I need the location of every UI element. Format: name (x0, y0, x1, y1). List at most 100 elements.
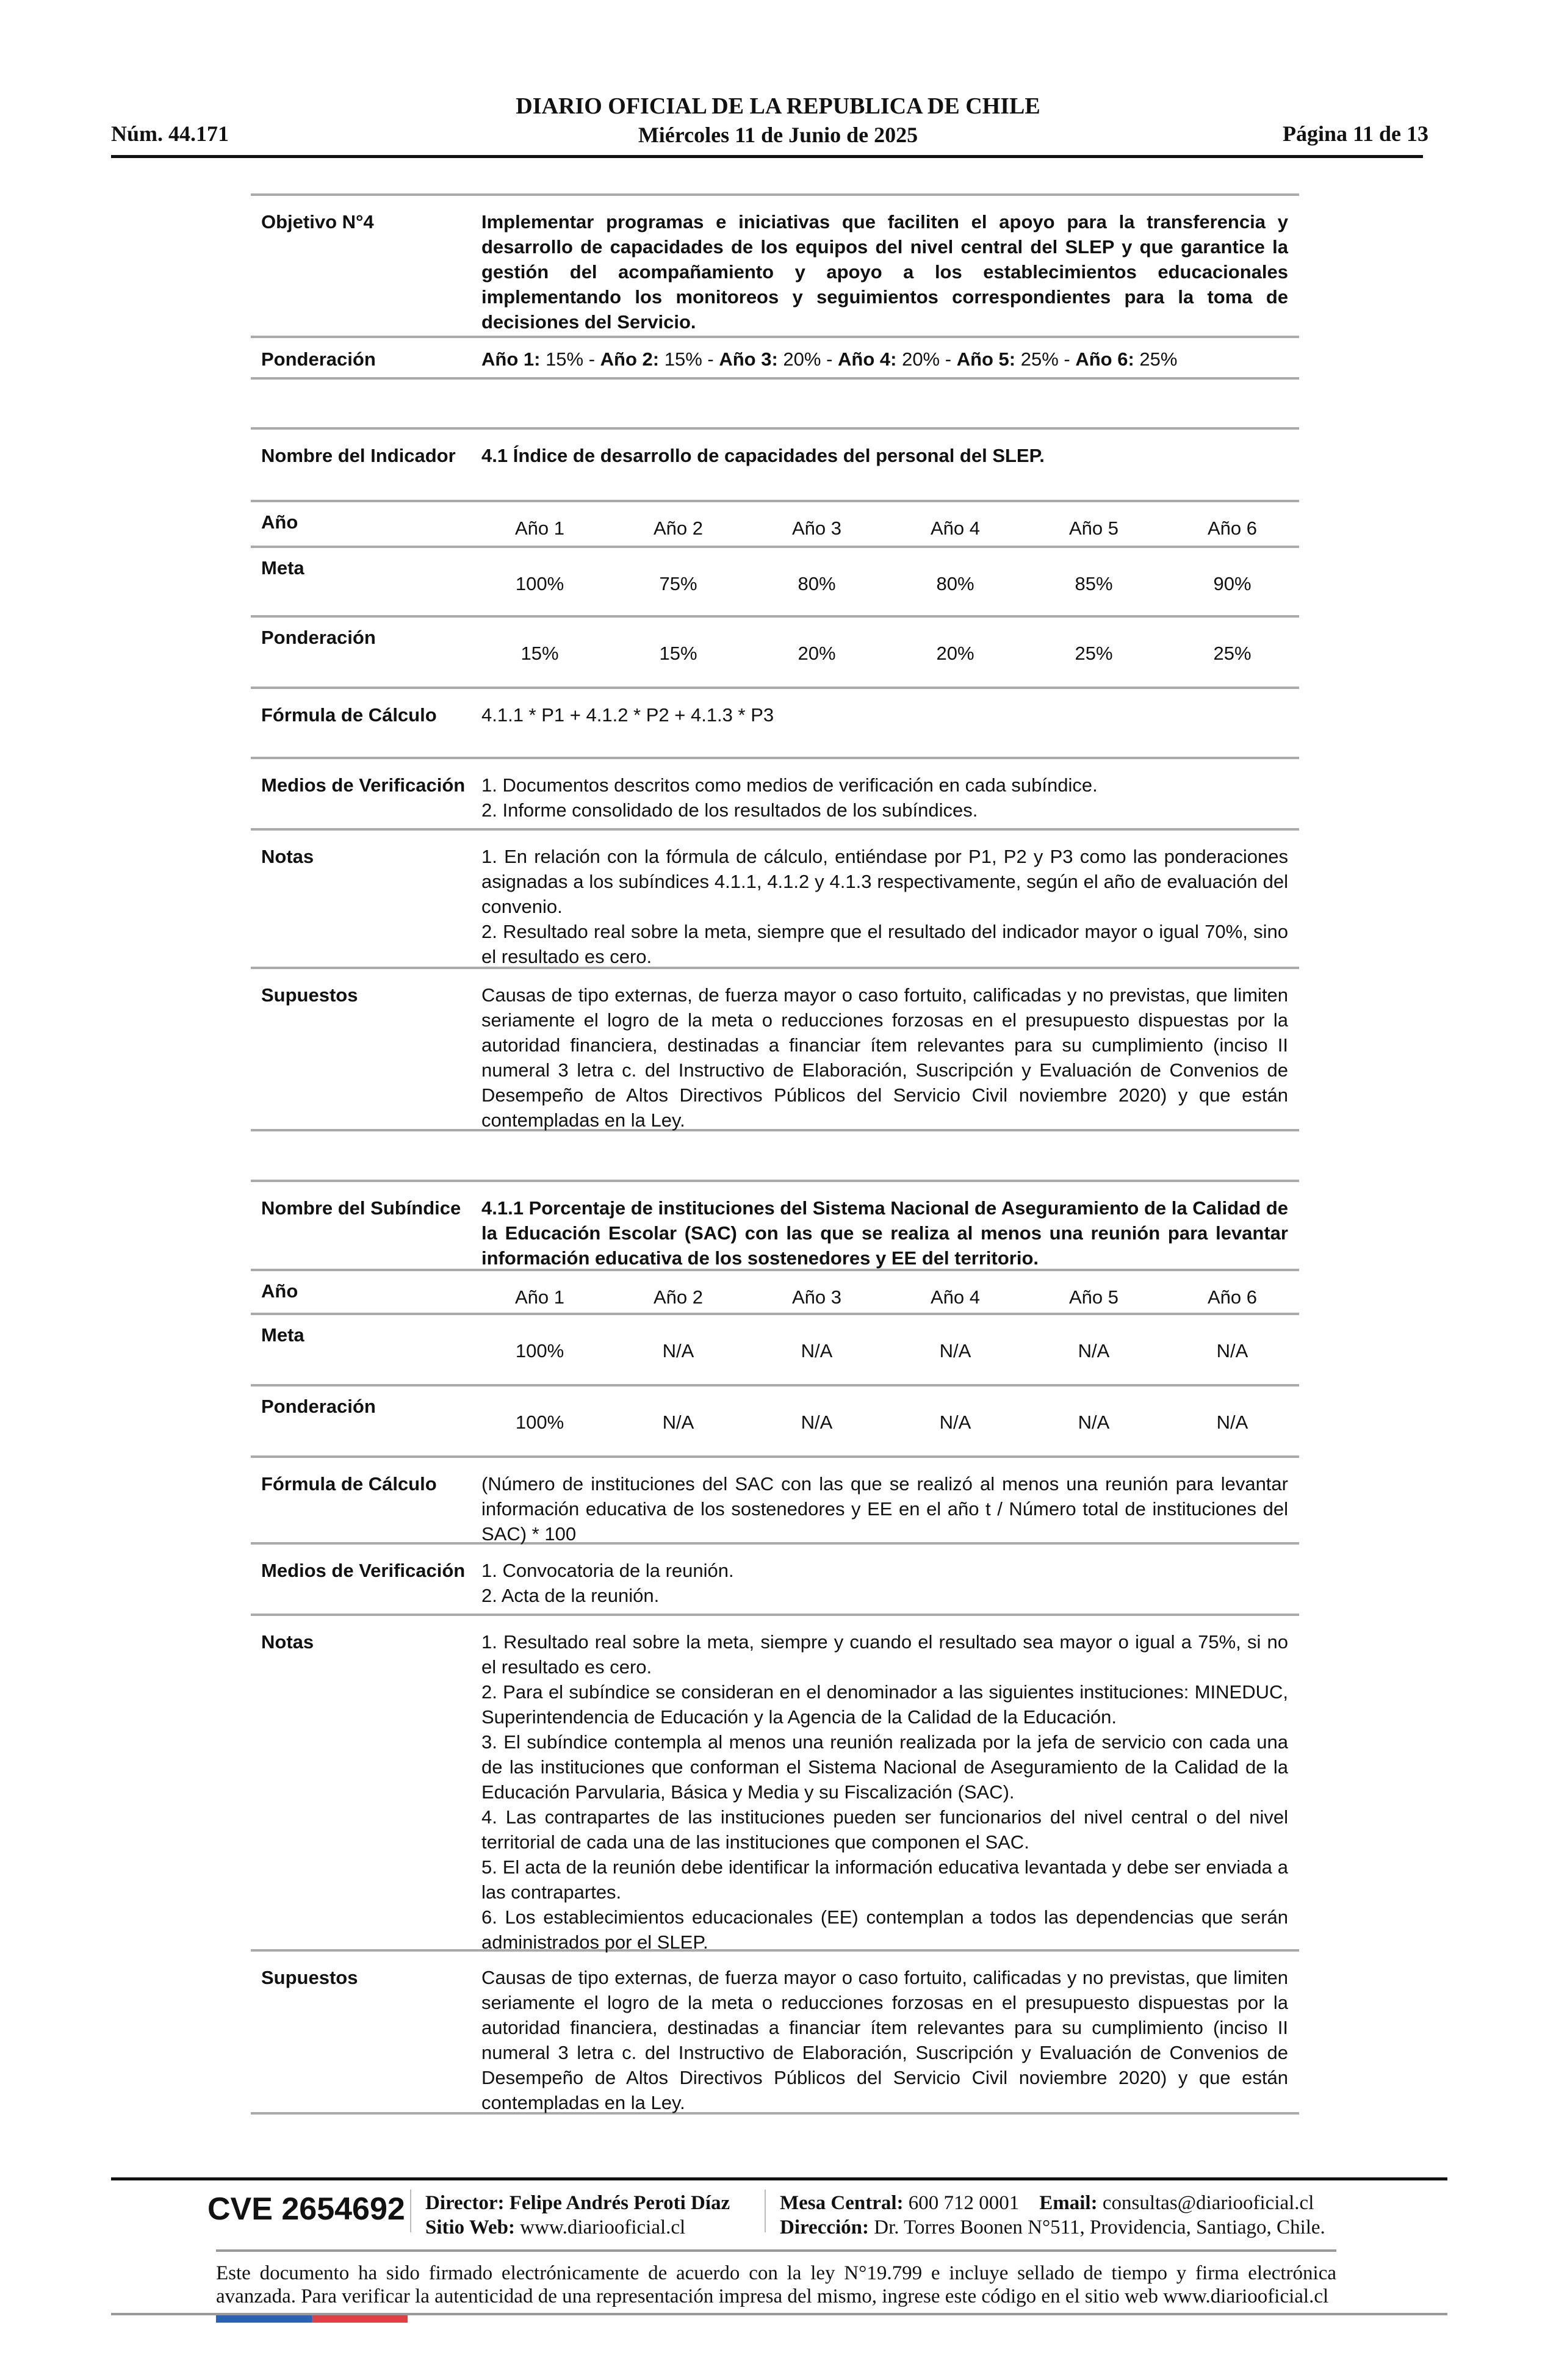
footer-divider (765, 2190, 766, 2232)
meta-cell: N/A (939, 1340, 971, 1361)
weight-year: Año 4: (838, 348, 897, 370)
subindex-meta-row: Meta 100% N/A N/A N/A N/A N/A (251, 1315, 1299, 1387)
weight-cell: N/A (939, 1412, 971, 1433)
year-label: Año (261, 1280, 298, 1302)
note-item: 4. Las contrapartes de las instituciones… (481, 1806, 1288, 1853)
indicator-verification-row: Medios de Verificación 1. Documentos des… (251, 759, 1299, 831)
weight-cell: 100% (515, 1412, 564, 1433)
objective-table: Objetivo N°4 Implementar programas e ini… (251, 193, 1299, 380)
year-cell: Año 5 (1068, 1286, 1118, 1308)
weight-cell: N/A (1216, 1412, 1248, 1433)
assumptions-label: Supuestos (261, 984, 358, 1006)
meta-cell: 85% (1075, 573, 1113, 594)
weight-cell: 25% (1213, 643, 1252, 664)
year-cell: Año 3 (791, 517, 841, 539)
indicator-formula-row: Fórmula de Cálculo 4.1.1 * P1 + 4.1.2 * … (251, 689, 1299, 759)
year-label: Año (261, 511, 298, 533)
assumptions: Causas de tipo externas, de fuerza mayor… (481, 984, 1288, 1131)
meta-values: 100% N/A N/A N/A N/A N/A (470, 1338, 1299, 1363)
footer-divider (410, 2190, 411, 2232)
formula-label: Fórmula de Cálculo (261, 1473, 437, 1495)
header-rule (111, 155, 1423, 158)
meta-cell: 100% (515, 1340, 564, 1361)
page-number: Página 11 de 13 (1282, 121, 1428, 146)
note-item: 5. El acta de la reunión debe identifica… (481, 1856, 1288, 1903)
year-cell: Año 3 (791, 1286, 841, 1308)
newspaper-title: DIARIO OFICIAL DE LA REPUBLICA DE CHILE (516, 93, 1040, 119)
year-cell: Año 4 (930, 1286, 980, 1308)
meta-cell: 80% (798, 573, 836, 594)
meta-values: 100% 75% 80% 80% 85% 90% (470, 571, 1299, 596)
meta-label: Meta (261, 1324, 304, 1346)
indicator-meta-row: Meta 100% 75% 80% 80% 85% 90% (251, 548, 1299, 618)
separator: - (1058, 348, 1076, 370)
assumptions: Causas de tipo externas, de fuerza mayor… (481, 1967, 1288, 2113)
subindex-weight-row: Ponderación 100% N/A N/A N/A N/A N/A (251, 1387, 1299, 1458)
note-item: 2. Resultado real sobre la meta, siempre… (481, 921, 1288, 967)
verification-item: 1. Documentos descritos como medios de v… (481, 774, 1098, 796)
notes-label: Notas (261, 846, 314, 867)
weight-year: Año 1: (481, 348, 541, 370)
meta-cell: 100% (515, 573, 564, 594)
separator: - (702, 348, 719, 370)
indicator-notes-row: Notas 1. En relación con la fórmula de c… (251, 831, 1299, 969)
subindex-notes-row: Notas 1. Resultado real sobre la meta, s… (251, 1616, 1299, 1953)
verification: 1. Documentos descritos como medios de v… (481, 773, 1288, 823)
weight-cell: N/A (662, 1412, 694, 1433)
flag-stripe-blue (216, 2315, 312, 2323)
year-values: Año 1 Año 2 Año 3 Año 4 Año 5 Año 6 (470, 516, 1299, 541)
indicator-year-row: Año Año 1 Año 2 Año 3 Año 4 Año 5 Año 6 (251, 502, 1299, 548)
note-item: 2. Para el subíndice se consideran en el… (481, 1681, 1288, 1728)
year-cell: Año 1 (514, 1286, 564, 1308)
email-label: Email: (1039, 2192, 1098, 2214)
weight-value: 15% (664, 348, 702, 370)
verification-item: 2. Acta de la reunión. (481, 1585, 660, 1606)
indicator-name: 4.1 Índice de desarrollo de capacidades … (481, 445, 1045, 466)
meta-cell: N/A (801, 1340, 833, 1361)
weight-label: Ponderación (261, 627, 376, 648)
year-cell: Año 1 (514, 517, 564, 539)
address-label: Dirección: (780, 2216, 870, 2238)
formula-label: Fórmula de Cálculo (261, 704, 437, 726)
year-cell: Año 6 (1207, 1286, 1257, 1308)
assumptions-label: Supuestos (261, 1967, 358, 1988)
verification: 1. Convocatoria de la reunión. 2. Acta d… (481, 1558, 1288, 1608)
separator: - (583, 348, 600, 370)
subindex-assumptions-row: Supuestos Causas de tipo externas, de fu… (251, 1952, 1299, 2115)
footer-director-block: Director: Felipe Andrés Peroti Díaz Siti… (425, 2191, 730, 2240)
year-cell: Año 4 (930, 517, 980, 539)
subindex-name-label: Nombre del Subíndice (261, 1197, 461, 1219)
meta-cell: N/A (1078, 1340, 1110, 1361)
flag-stripe-red (312, 2315, 408, 2323)
year-values: Año 1 Año 2 Año 3 Año 4 Año 5 Año 6 (470, 1285, 1299, 1310)
weight-value: 25% (1020, 348, 1059, 370)
subindex-table: Nombre del Subíndice 4.1.1 Porcentaje de… (251, 1180, 1299, 2115)
weight-cell: N/A (801, 1412, 833, 1433)
indicator-name-row: Nombre del Indicador 4.1 Índice de desar… (251, 430, 1299, 502)
notes-label: Notas (261, 1631, 314, 1653)
weight-cell: 20% (936, 643, 974, 664)
objective-label: Objetivo N°4 (261, 211, 374, 233)
meta-cell: 75% (659, 573, 697, 594)
weight-cell: N/A (1078, 1412, 1110, 1433)
website-link[interactable]: www.diariooficial.cl (520, 2216, 686, 2238)
subindex-year-row: Año Año 1 Año 2 Año 3 Año 4 Año 5 Año 6 (251, 1271, 1299, 1315)
address: Dr. Torres Boonen N°511, Providencia, Sa… (874, 2216, 1325, 2238)
verification-label: Medios de Verificación (261, 774, 466, 796)
weight-cell: 20% (798, 643, 836, 664)
separator: - (821, 348, 838, 370)
email-link[interactable]: consultas@diariooficial.cl (1102, 2192, 1314, 2214)
note-item: 1. Resultado real sobre la meta, siempre… (481, 1631, 1288, 1678)
notes: 1. En relación con la fórmula de cálculo… (481, 844, 1288, 969)
objective-weight-row: Ponderación Año 1: 15% - Año 2: 15% - Añ… (251, 338, 1299, 380)
indicator-table: Nombre del Indicador 4.1 Índice de desar… (251, 427, 1299, 1131)
weight-values: 15% 15% 20% 20% 25% 25% (470, 641, 1299, 666)
issue-date: Miércoles 11 de Junio de 2025 (638, 123, 918, 147)
separator: - (940, 348, 957, 370)
objective-weights: Año 1: 15% - Año 2: 15% - Año 3: 20% - A… (481, 347, 1288, 372)
note-item: 1. En relación con la fórmula de cálculo… (481, 846, 1288, 917)
weight-value: 20% (902, 348, 940, 370)
objective-weight-label: Ponderación (261, 348, 376, 370)
phone-number: 600 712 0001 (908, 2192, 1020, 2214)
subindex-formula-row: Fórmula de Cálculo (Número de institucio… (251, 1458, 1299, 1545)
